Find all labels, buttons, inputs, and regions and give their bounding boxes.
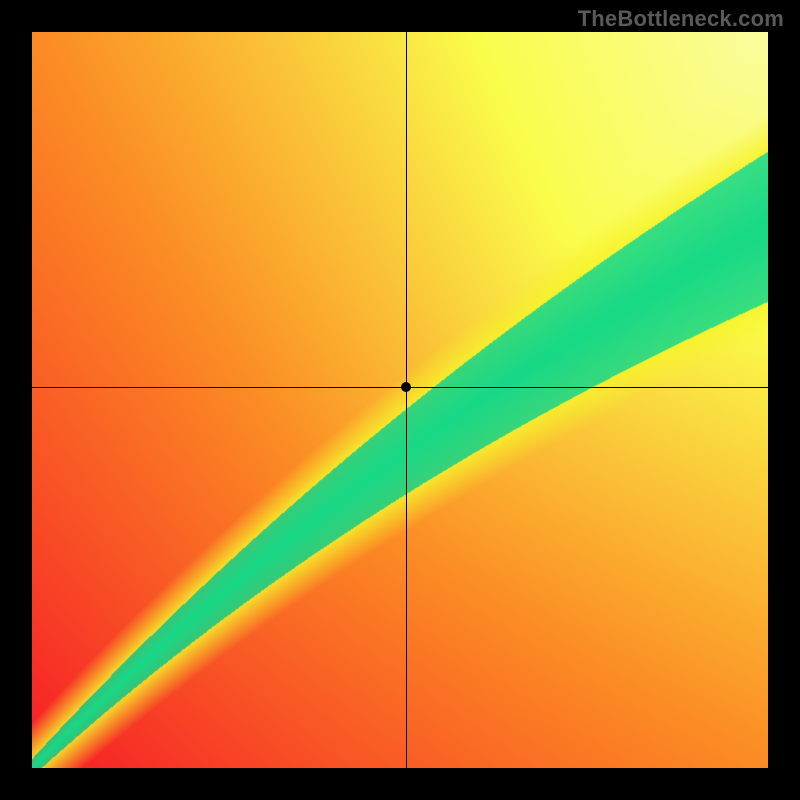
crosshair-marker-dot xyxy=(401,382,411,392)
figure-root: TheBottleneck.com xyxy=(0,0,800,800)
watermark-text: TheBottleneck.com xyxy=(578,6,784,32)
crosshair-horizontal xyxy=(32,387,768,388)
plot-area xyxy=(32,32,768,768)
crosshair-vertical xyxy=(406,32,407,768)
bottleneck-heatmap xyxy=(32,32,768,768)
